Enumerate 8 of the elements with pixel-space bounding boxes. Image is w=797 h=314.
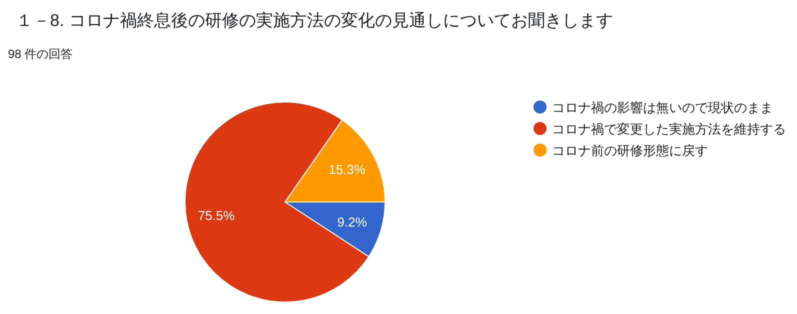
legend-label: コロナ前の研修形態に戻す bbox=[552, 143, 708, 158]
data-label: 75.5% bbox=[198, 208, 236, 223]
chart-title: １－8. コロナ禍終息後の研修の実施方法の変化の見通しについてお聞きします bbox=[16, 11, 613, 30]
data-label: 15.3% bbox=[328, 162, 366, 178]
data-label: 9.2% bbox=[337, 214, 368, 230]
legend-label: コロナ禍の影響は無いので現状のまま bbox=[552, 100, 773, 115]
text: 98 件の回答 bbox=[8, 47, 73, 61]
legend-label: コロナ禍で変更した実施方法を維持する bbox=[552, 122, 786, 136]
